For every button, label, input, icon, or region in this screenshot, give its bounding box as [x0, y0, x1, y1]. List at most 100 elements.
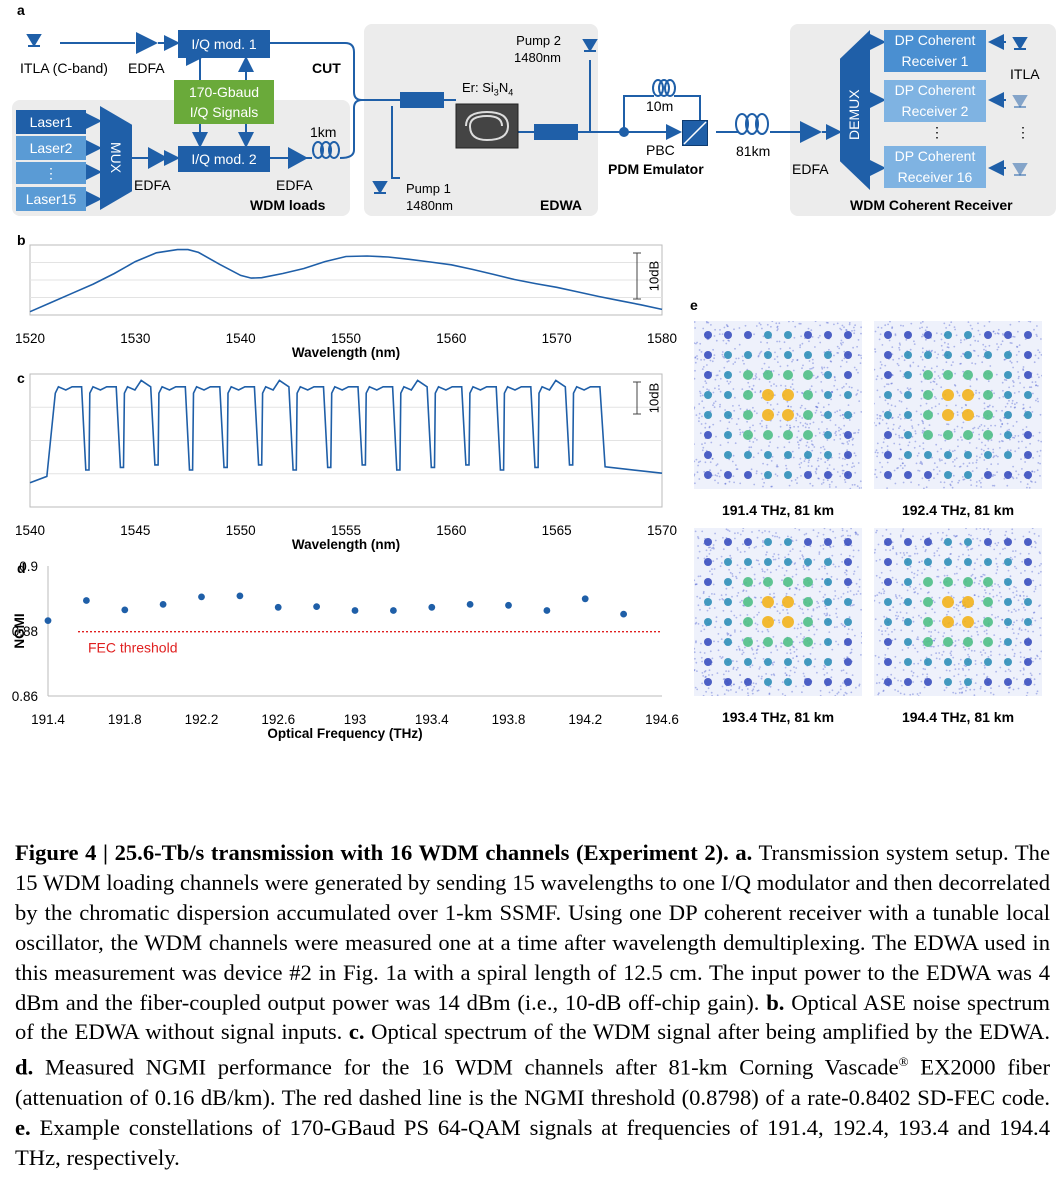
noise-point: [953, 430, 956, 433]
noise-point: [996, 343, 998, 345]
noise-point: [719, 390, 722, 393]
noise-point: [933, 477, 935, 479]
noise-point: [945, 404, 948, 407]
noise-point: [788, 321, 790, 323]
noise-point: [700, 351, 703, 353]
noise-point: [903, 554, 906, 556]
noise-point: [996, 565, 999, 568]
noise-point: [841, 414, 844, 416]
noise-point: [1037, 400, 1039, 403]
noise-point: [917, 569, 919, 572]
noise-point: [711, 458, 714, 460]
noise-point: [874, 618, 877, 621]
noise-point: [802, 672, 805, 675]
noise-point: [753, 333, 755, 336]
noise-point: [726, 427, 729, 430]
noise-point: [1012, 632, 1015, 634]
noise-point: [959, 465, 962, 468]
noise-point: [848, 554, 851, 557]
noise-point: [751, 664, 754, 667]
noise-point: [856, 393, 858, 395]
noise-point: [694, 327, 696, 329]
noise-point: [980, 486, 982, 488]
noise-point: [1032, 611, 1035, 614]
noise-point: [810, 465, 813, 468]
noise-point: [892, 606, 895, 609]
noise-point: [702, 590, 705, 593]
noise-point: [778, 373, 780, 376]
edwa-label: EDWA: [540, 197, 582, 213]
er-sub4: 4: [508, 87, 514, 98]
noise-point: [953, 449, 956, 452]
noise-point: [811, 449, 814, 452]
noise-point: [855, 686, 857, 689]
noise-point: [919, 327, 921, 330]
noise-point: [841, 469, 844, 472]
noise-point: [853, 326, 855, 329]
noise-point: [943, 574, 946, 577]
noise-point: [1028, 486, 1031, 489]
noise-point: [792, 645, 795, 648]
constellation-cluster: [724, 638, 732, 646]
noise-point: [949, 483, 952, 486]
noise-point: [735, 616, 738, 619]
constellation-cluster: [884, 391, 892, 399]
noise-point: [983, 664, 986, 667]
noise-point: [976, 378, 978, 381]
noise-point: [799, 406, 802, 409]
noise-point: [934, 396, 936, 398]
noise-point: [936, 357, 938, 359]
noise-point: [769, 404, 772, 406]
noise-point: [973, 694, 976, 696]
noise-point: [1007, 687, 1010, 689]
noise-point: [957, 639, 960, 641]
noise-point: [874, 422, 875, 424]
noise-point: [712, 391, 715, 394]
noise-point: [752, 688, 755, 691]
noise-point: [998, 440, 1001, 443]
noise-point: [786, 424, 788, 426]
noise-point: [762, 658, 765, 660]
noise-point: [1031, 528, 1034, 530]
noise-point: [761, 545, 764, 547]
noise-point: [1000, 440, 1003, 442]
noise-point: [852, 346, 854, 349]
noise-point: [715, 616, 718, 619]
noise-point: [726, 632, 729, 634]
noise-point: [999, 591, 1001, 594]
noise-point: [736, 547, 739, 549]
noise-point: [999, 447, 1001, 449]
er-n: N: [498, 80, 509, 95]
noise-point: [799, 415, 801, 418]
noise-point: [953, 584, 956, 586]
noise-point: [834, 379, 837, 382]
constellation-cluster: [724, 451, 732, 459]
noise-point: [932, 388, 934, 391]
noise-point: [813, 665, 816, 668]
noise-point: [751, 648, 754, 651]
noise-point: [731, 575, 734, 577]
noise-point: [743, 362, 745, 365]
noise-point: [733, 614, 736, 617]
noise-point: [855, 368, 858, 371]
noise-point: [847, 656, 849, 659]
noise-point: [951, 486, 954, 489]
noise-point: [917, 469, 919, 472]
noise-point: [976, 415, 978, 417]
noise-point: [717, 472, 720, 475]
noise-point: [728, 568, 730, 571]
noise-point: [766, 551, 768, 554]
noise-point: [846, 633, 849, 635]
constellation-cluster: [924, 451, 932, 459]
noise-point: [828, 614, 831, 617]
noise-point: [848, 616, 851, 619]
constellation-cluster: [743, 430, 753, 440]
noise-point: [879, 333, 882, 336]
constellation-cluster: [724, 471, 732, 479]
noise-point: [694, 361, 697, 364]
noise-point: [846, 656, 848, 658]
noise-point: [784, 556, 786, 559]
constellation-cluster: [904, 578, 912, 586]
noise-point: [909, 585, 912, 588]
noise-point: [694, 321, 696, 323]
